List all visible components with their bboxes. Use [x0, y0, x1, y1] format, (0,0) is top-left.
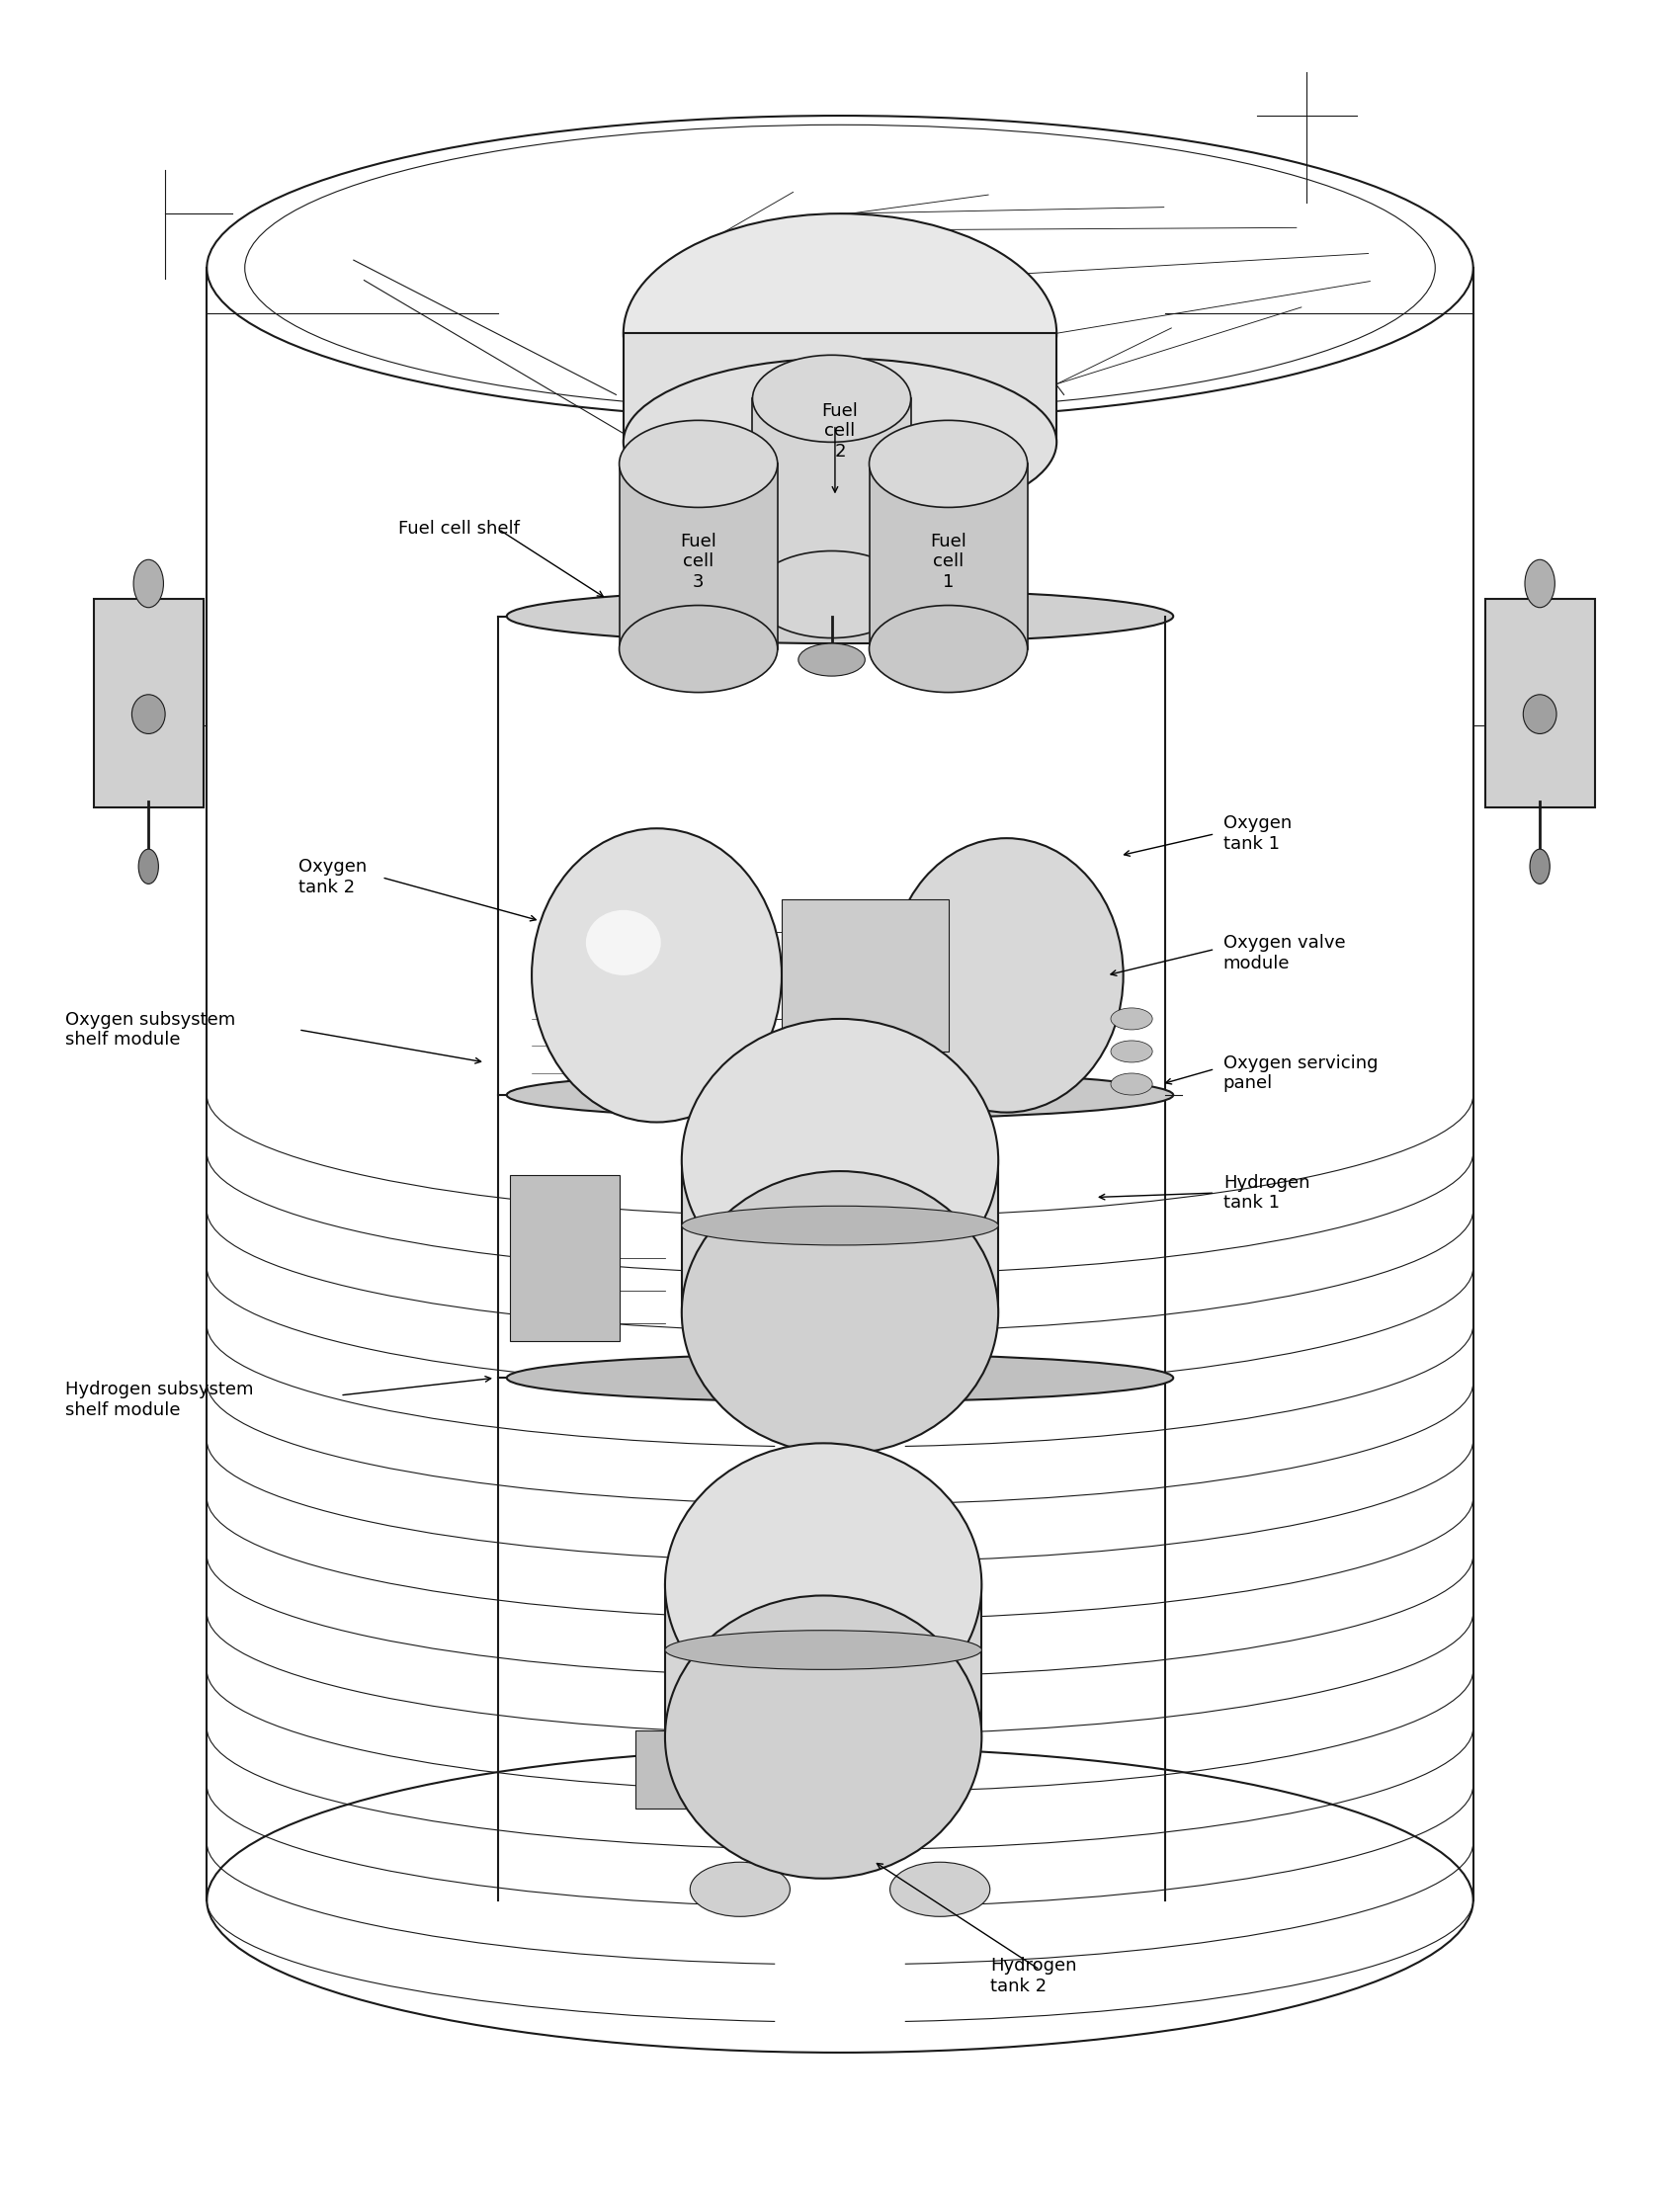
- FancyBboxPatch shape: [753, 399, 911, 593]
- Ellipse shape: [1525, 561, 1554, 607]
- Ellipse shape: [916, 644, 981, 677]
- Ellipse shape: [1530, 850, 1551, 885]
- Ellipse shape: [869, 420, 1028, 508]
- FancyBboxPatch shape: [511, 1176, 620, 1340]
- Ellipse shape: [1110, 1007, 1152, 1029]
- Ellipse shape: [507, 589, 1173, 644]
- Ellipse shape: [690, 1862, 790, 1916]
- Ellipse shape: [665, 1629, 981, 1669]
- Text: Oxygen
tank 1: Oxygen tank 1: [1223, 815, 1292, 854]
- Ellipse shape: [753, 355, 911, 442]
- FancyBboxPatch shape: [665, 1586, 981, 1737]
- Ellipse shape: [620, 420, 778, 508]
- Ellipse shape: [623, 215, 1057, 453]
- Ellipse shape: [623, 359, 1057, 526]
- FancyBboxPatch shape: [869, 464, 1028, 648]
- Ellipse shape: [586, 911, 660, 975]
- Ellipse shape: [138, 850, 158, 885]
- Text: Fuel
cell
3: Fuel cell 3: [680, 532, 717, 591]
- Ellipse shape: [1110, 1073, 1152, 1095]
- Text: Hydrogen
tank 2: Hydrogen tank 2: [990, 1958, 1077, 1995]
- Ellipse shape: [507, 1353, 1173, 1402]
- Text: Oxygen subsystem
shelf module: Oxygen subsystem shelf module: [66, 1010, 235, 1049]
- Text: Oxygen valve
module: Oxygen valve module: [1223, 935, 1346, 972]
- Ellipse shape: [1110, 1040, 1152, 1062]
- Text: Fuel
cell
1: Fuel cell 1: [931, 532, 966, 591]
- Ellipse shape: [682, 1018, 998, 1301]
- Ellipse shape: [890, 839, 1124, 1113]
- FancyBboxPatch shape: [1485, 598, 1594, 808]
- Ellipse shape: [133, 561, 163, 607]
- Text: Fuel cell shelf: Fuel cell shelf: [398, 521, 519, 539]
- Ellipse shape: [682, 1172, 998, 1454]
- Ellipse shape: [533, 828, 781, 1121]
- Text: Hydrogen
tank 1: Hydrogen tank 1: [1223, 1174, 1310, 1211]
- Ellipse shape: [665, 644, 732, 677]
- Text: Hydrogen subsystem
shelf module: Hydrogen subsystem shelf module: [66, 1380, 254, 1419]
- FancyBboxPatch shape: [620, 464, 778, 648]
- Ellipse shape: [890, 1862, 990, 1916]
- Ellipse shape: [682, 1207, 998, 1246]
- Ellipse shape: [1524, 694, 1556, 734]
- Ellipse shape: [665, 1443, 981, 1726]
- Ellipse shape: [753, 552, 911, 637]
- FancyBboxPatch shape: [623, 333, 1057, 442]
- Ellipse shape: [798, 644, 865, 677]
- Ellipse shape: [131, 694, 165, 734]
- Ellipse shape: [869, 604, 1028, 692]
- Text: Oxygen
tank 2: Oxygen tank 2: [299, 858, 366, 896]
- FancyBboxPatch shape: [781, 900, 948, 1051]
- Ellipse shape: [507, 1071, 1173, 1119]
- FancyBboxPatch shape: [635, 1730, 738, 1809]
- FancyBboxPatch shape: [682, 1161, 998, 1312]
- Text: Oxygen servicing
panel: Oxygen servicing panel: [1223, 1053, 1378, 1093]
- Ellipse shape: [665, 1597, 981, 1879]
- Ellipse shape: [620, 604, 778, 692]
- Text: Fuel
cell
2: Fuel cell 2: [822, 401, 858, 460]
- FancyBboxPatch shape: [94, 598, 203, 808]
